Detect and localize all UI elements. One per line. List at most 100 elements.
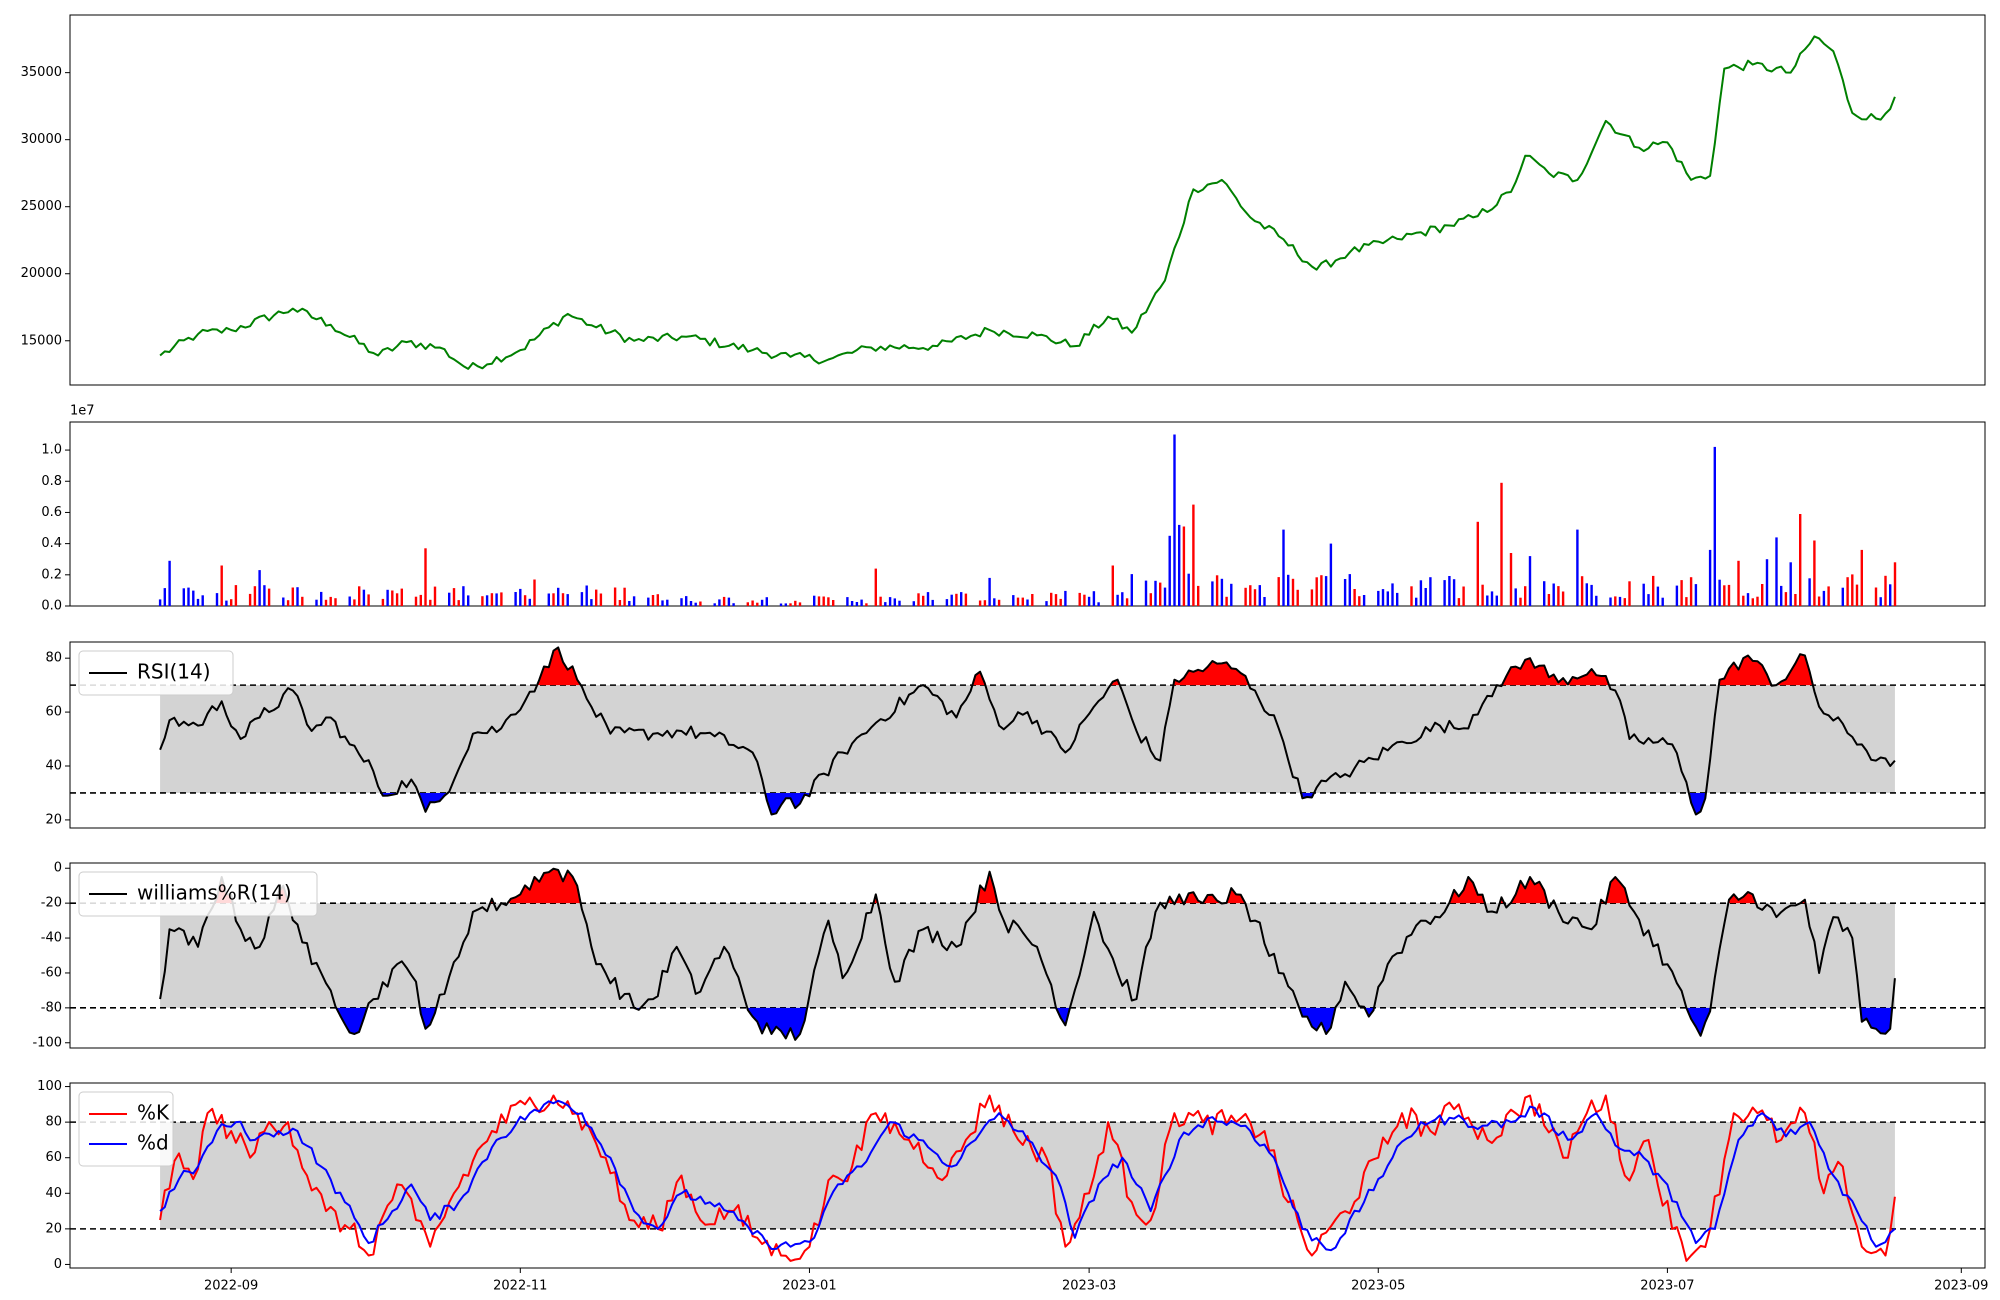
rsi-panel: 20 40 60 80 RSI(14) [45,641,1986,829]
volume-bar [1528,556,1532,606]
volume-bar [320,591,323,606]
volume-bar [689,601,693,606]
y-tick-label: 100 [37,1079,62,1094]
overbought-fill [1173,661,1249,686]
volume-bar [457,600,460,606]
volume-bar [595,589,598,606]
y-tick-label: 20000 [21,266,62,281]
volume-bar [1727,584,1731,606]
volume-bar [722,596,726,606]
volume-bar [1121,592,1124,606]
volume-bar [760,599,764,606]
rsi-line [159,646,1896,816]
axes-frame-3 [69,862,1986,1049]
volume-bar [201,595,204,606]
volume-bar [1486,595,1489,606]
volume-bar [1585,583,1588,606]
overbought-fill [976,871,998,904]
volume-panel: 0.0 0.2 0.4 0.6 0.8 1.0 1e7 [41,404,1986,614]
overbought-fill [1224,888,1246,904]
price-panel: 15000 20000 25000 30000 35000 [21,14,1986,386]
overbought-fill [507,868,581,904]
legend-label: RSI(14) [137,660,211,684]
volume-bar [334,598,337,606]
volume-bar [462,586,465,606]
oversold-fill [1686,1007,1711,1036]
axes-frame-4 [69,1082,1986,1269]
volume-bar [993,598,996,606]
percent-k-line [159,1094,1896,1262]
volume-bar [1481,584,1484,606]
volume-bar [1675,585,1679,606]
volume-bar [301,596,304,606]
volume-bar [756,602,759,606]
volume-bar [1016,597,1020,606]
volume-bar [1552,583,1555,606]
volume-bar [926,592,930,606]
volume-bar [424,548,427,606]
axes-frame-0 [69,14,1986,386]
volume-bar [490,593,494,606]
volume-bar [1661,597,1664,606]
volume-bar [519,588,522,606]
volume-bar [187,587,190,606]
volume-bar [367,594,370,606]
volume-bar [950,594,953,606]
volume-bar [400,588,403,606]
volume-bar [779,603,783,606]
volume-bar [182,588,185,606]
volume-bar [168,560,171,606]
legend: %K %d [78,1091,174,1167]
volume-bar [898,600,901,606]
volume-bar [1889,584,1892,606]
oversold-fill [336,1007,368,1034]
volume-bar [391,590,394,606]
percent-d-line [159,1099,1896,1252]
volume-bar [1410,586,1413,606]
volume-bar [1443,580,1446,606]
overbought-fill [537,647,581,686]
volume-bar [1253,589,1257,606]
y-tick-label: 80 [45,651,62,666]
volume-bar [1623,598,1626,606]
volume-bar [1419,580,1423,606]
x-tick-label: 2023-09 [1934,1279,1988,1294]
volume-bar [727,597,731,606]
volume-bar [1808,578,1811,606]
volume-bar [1386,591,1389,606]
legend: RSI(14) [78,650,234,696]
volume-bar [1225,596,1228,606]
volume-bar [789,603,792,606]
volume-bar [1168,535,1171,606]
y-tick-label: 30000 [21,132,62,147]
volume-bar [694,602,697,606]
neutral-band [160,685,1895,793]
volume-bar [433,586,437,606]
axes-frame-1 [69,421,1986,607]
volume-bar [1618,596,1622,606]
volume-bar [248,593,252,606]
volume-bar [978,600,982,606]
volume-bar [1310,589,1314,606]
x-tick-label: 2023-03 [1062,1279,1116,1294]
volume-bar [1813,540,1816,606]
volume-bar [1353,589,1356,606]
volume-bar [590,599,593,606]
oversold-fill [765,793,811,815]
volume-bar [1258,585,1261,606]
price-line [159,35,1896,370]
volume-bar [1192,504,1195,606]
y-tick-label: -20 [41,896,62,911]
volume-bar [1391,583,1394,606]
y-tick-label: 20 [45,812,62,827]
volume-bar [1220,578,1224,606]
y-tick-label: 20 [45,1221,62,1236]
oversold-fill [1860,1007,1893,1034]
y-tick-label: -40 [41,931,62,946]
volume-bar [1182,526,1186,606]
volume-bar [732,603,735,606]
volume-bar [718,599,721,606]
volume-bar [1154,580,1157,606]
volume-bar [1448,576,1451,606]
y-tick-label: 0.6 [41,505,62,520]
